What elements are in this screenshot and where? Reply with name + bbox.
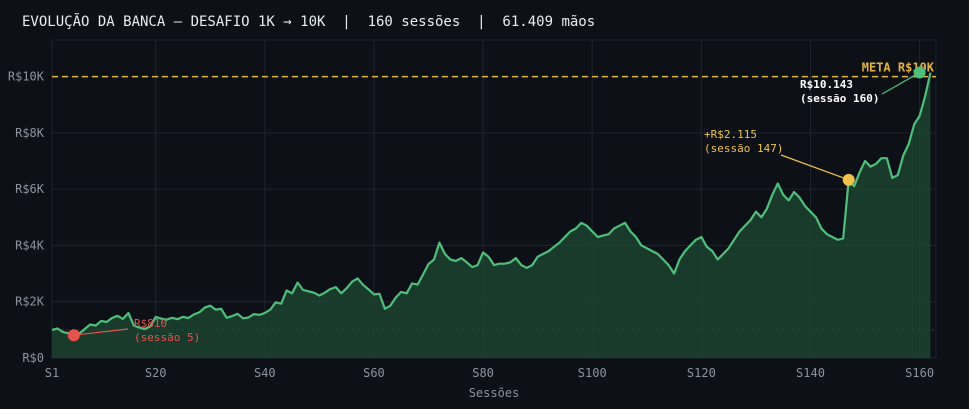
y-tick-label: R$0	[22, 351, 44, 365]
chart-title: EVOLUÇÃO DA BANCA — DESAFIO 1K → 10K | 1…	[22, 13, 595, 30]
x-tick-label: S100	[578, 366, 607, 380]
final-point-marker	[913, 66, 926, 79]
y-tick-label: R$6K	[15, 182, 45, 196]
series-layer	[51, 72, 932, 358]
x-tick-label: S120	[687, 366, 716, 380]
x-axis-label: Sessões	[469, 386, 520, 400]
annotation-arrow	[780, 154, 849, 181]
low-point-marker	[67, 329, 80, 342]
series-area	[52, 72, 931, 358]
series-line	[51, 72, 932, 337]
x-tick-label: S1	[45, 366, 59, 380]
x-tick-label: S40	[254, 366, 276, 380]
annotation-label: +R$2.115	[704, 128, 757, 141]
y-tick-label: R$8K	[15, 126, 45, 140]
y-tick-label: R$10K	[8, 70, 45, 84]
annotation-label: R$10.143	[800, 78, 853, 91]
x-tick-label: S20	[145, 366, 167, 380]
x-tick-label: S60	[363, 366, 385, 380]
annotations-layer: R$810(sessão 5) +R$2.115(sessão 147) R$10.…	[67, 66, 926, 344]
y-tick-label: R$4K	[15, 238, 45, 252]
x-tick-label: S80	[472, 366, 494, 380]
jump-point-marker	[842, 173, 855, 186]
annotation-label: R$810	[134, 317, 167, 330]
ticks-layer: R$0 R$2K R$4K R$6K R$8K R$10K S1 S20 S40 S60 S80 S1…	[8, 70, 934, 380]
x-tick-label: S140	[796, 366, 825, 380]
annotation-sublabel: (sessão 147)	[704, 142, 783, 155]
y-tick-label: R$2K	[15, 295, 45, 309]
annotation-arrow	[73, 328, 129, 336]
annotation-arrow	[881, 72, 920, 95]
annotation-sublabel: (sessão 5)	[134, 331, 200, 344]
x-tick-label: S160	[905, 366, 934, 380]
annotation-sublabel: (sessão 160)	[800, 92, 879, 105]
